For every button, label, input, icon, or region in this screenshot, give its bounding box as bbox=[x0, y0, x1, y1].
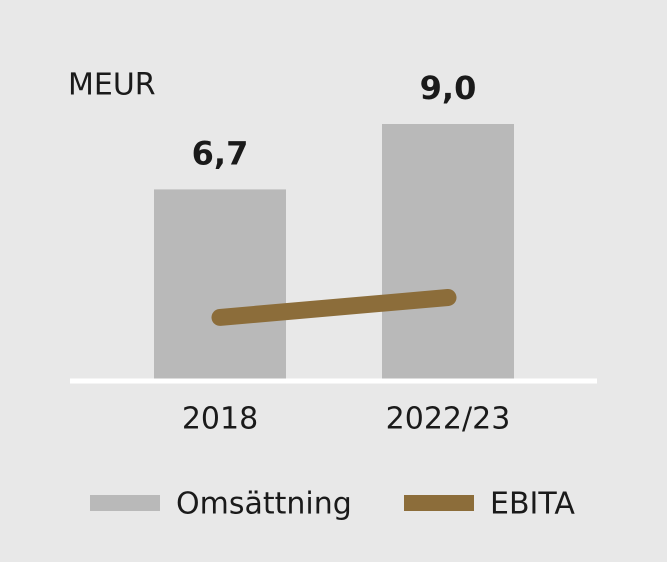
bar bbox=[382, 124, 514, 380]
x-tick-label: 2022/23 bbox=[386, 402, 511, 437]
x-tick-label: 2018 bbox=[182, 402, 258, 437]
legend-label: EBITA bbox=[490, 487, 575, 522]
data-label: 6,7 bbox=[192, 134, 249, 172]
legend-label: Omsättning bbox=[176, 487, 352, 522]
legend-swatch bbox=[90, 495, 160, 511]
line bbox=[211, 289, 457, 326]
data-label: 9,0 bbox=[420, 69, 477, 107]
y-axis-label: MEUR bbox=[68, 68, 156, 103]
bar bbox=[154, 189, 286, 380]
legend-swatch bbox=[404, 495, 474, 511]
